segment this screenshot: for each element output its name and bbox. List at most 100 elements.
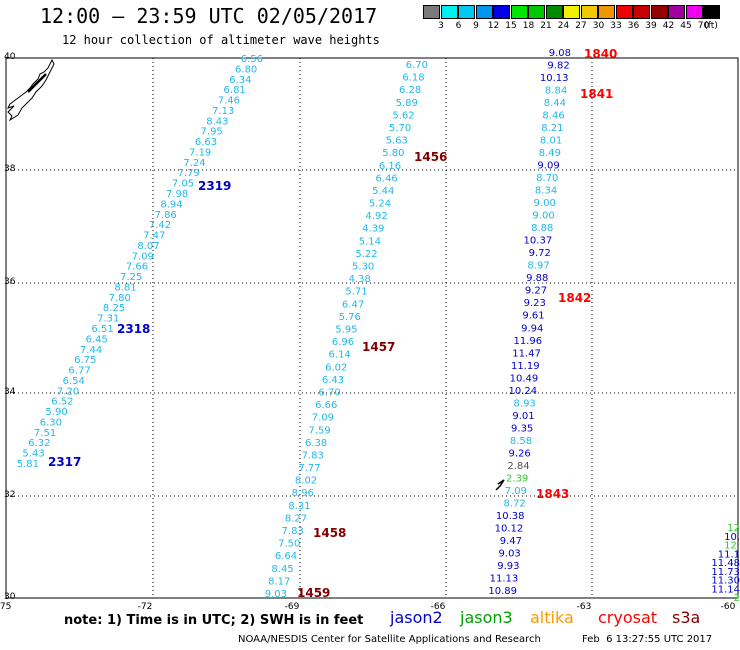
map-title: 12:00 – 23:59 UTC 02/05/2017 xyxy=(40,4,378,28)
wave-height-value: 9.72 xyxy=(529,248,551,259)
color-scale-label: 21 xyxy=(540,21,552,31)
wave-height-value: 9.82 xyxy=(547,61,569,72)
pass-time-label: 1459 xyxy=(297,586,330,600)
wave-height-value: 6.02 xyxy=(325,362,347,373)
wave-height-value: 6.66 xyxy=(315,400,337,411)
latitude-label: 32 xyxy=(4,490,15,500)
wave-height-value: 8.43 xyxy=(206,116,228,127)
wave-height-value: 8.34 xyxy=(535,186,557,197)
pass-time-label: 1842 xyxy=(558,291,591,305)
color-swatch xyxy=(668,5,685,19)
wave-height-value: 8.94 xyxy=(160,199,182,210)
wave-height-value: 7.79 xyxy=(178,168,200,179)
wave-height-value: 12. xyxy=(724,541,740,552)
color-scale-label: 12 xyxy=(487,21,500,31)
wave-height-value: 6.34 xyxy=(229,75,251,86)
wave-height-value: 6.51 xyxy=(91,324,113,335)
wave-height-value: 6.70 xyxy=(318,388,340,399)
wave-height-value: 7.44 xyxy=(80,345,102,356)
wave-height-value: 8.25 xyxy=(103,303,125,314)
wave-height-value: 6.16 xyxy=(379,161,401,172)
map-grid xyxy=(5,57,739,599)
wave-height-value: 10.24 xyxy=(508,386,537,397)
wave-height-value: 7.83 xyxy=(302,451,324,462)
wave-height-value: 7.24 xyxy=(183,158,205,169)
color-swatch xyxy=(563,5,580,19)
wave-height-value: 9.00 xyxy=(534,198,556,209)
wave-height-value: 7.77 xyxy=(298,463,320,474)
wave-height-value: 2.84 xyxy=(507,461,529,472)
wave-height-value: 7.59 xyxy=(308,425,330,436)
wave-height-value: 4.38 xyxy=(349,274,371,285)
longitude-label: -75 xyxy=(0,602,11,612)
color-swatch xyxy=(528,5,545,19)
pass-time-label: 1841 xyxy=(580,87,613,101)
color-swatch xyxy=(685,5,703,19)
wave-height-value: 10. xyxy=(724,532,740,543)
wave-height-value: 6.43 xyxy=(322,375,344,386)
longitude-label: -69 xyxy=(285,602,300,612)
wave-height-value: 6.77 xyxy=(68,366,90,377)
altimeter-tracks: 6.566.806.346.817.467.138.437.956.637.19… xyxy=(17,48,740,604)
wave-height-value: 7.05 xyxy=(172,179,194,190)
wave-height-value: 6.70 xyxy=(406,60,428,71)
color-scale-label: 30 xyxy=(592,21,605,31)
wave-height-value: 11.19 xyxy=(511,361,540,372)
wave-height-value: 5.62 xyxy=(392,110,414,121)
wave-height-value: 9.00 xyxy=(532,211,554,222)
wave-height-value: 6.30 xyxy=(40,418,62,429)
wave-height-value: 11.13 xyxy=(490,574,519,585)
latitude-label: 34 xyxy=(4,387,16,397)
color-swatch xyxy=(458,5,475,19)
wave-height-value: 7.83 xyxy=(282,526,304,537)
wave-height-value: 8.01 xyxy=(540,136,562,147)
wave-height-value: 8.07 xyxy=(137,241,159,252)
wave-height-value: 5.14 xyxy=(359,236,381,247)
wave-height-value: 7.09 xyxy=(312,413,334,424)
wave-height-value: 5.90 xyxy=(45,407,67,418)
color-swatch xyxy=(615,5,633,19)
wave-height-value: 9.27 xyxy=(525,286,547,297)
wave-height-value: 9.94 xyxy=(521,323,543,334)
wave-height-value: 10.38 xyxy=(496,511,525,522)
color-swatch xyxy=(493,5,510,19)
wave-height-value: 11.1 xyxy=(718,549,740,560)
wave-height-value: 5.30 xyxy=(352,262,374,273)
wave-height-value: 7.51 xyxy=(34,428,56,439)
wave-height-value: 11.14 xyxy=(711,584,740,595)
wave-height-value: 6.52 xyxy=(51,397,73,408)
color-swatch xyxy=(650,5,668,19)
pass-time-label: 1843 xyxy=(536,487,569,501)
wave-height-value: 7.31 xyxy=(97,314,119,325)
wave-height-value: 6.45 xyxy=(86,334,108,345)
wave-height-value: 7.20 xyxy=(57,386,79,397)
pass-time-label: 2317 xyxy=(48,455,81,469)
wave-height-value: 8.72 xyxy=(504,498,526,509)
color-scale-label: 18 xyxy=(522,21,535,31)
wave-height-value: 8.49 xyxy=(539,148,561,159)
pass-time-label: 1458 xyxy=(313,526,346,540)
wave-height-value: 7.09 xyxy=(505,486,527,497)
wave-height-value: 7.98 xyxy=(166,189,188,200)
wave-height-value: 9.93 xyxy=(497,561,519,572)
wave-height-value: 7.25 xyxy=(120,272,142,283)
wave-height-value: 8.97 xyxy=(527,261,549,272)
wave-height-value: 10.13 xyxy=(540,73,569,84)
map-subtitle: 12 hour collection of altimeter wave hei… xyxy=(62,33,380,47)
wave-height-value: 8.84 xyxy=(545,86,567,97)
color-scale-label: 27 xyxy=(575,21,587,31)
wave-height-value: 8.44 xyxy=(544,98,566,109)
wave-height-value: 7.19 xyxy=(189,148,211,159)
color-scale-label: 42 xyxy=(662,21,675,31)
wave-height-value: 4.92 xyxy=(365,211,387,222)
wave-height-value: 7.95 xyxy=(201,127,223,138)
color-scale-label: 36 xyxy=(627,21,640,31)
wave-height-value: 5.71 xyxy=(345,287,367,298)
wave-height-value: 6.32 xyxy=(28,438,50,449)
wave-height-value: 8.88 xyxy=(531,223,553,234)
wave-height-value: 8.21 xyxy=(541,123,563,134)
wave-height-value: 6.18 xyxy=(402,73,424,84)
wave-height-value: 8.58 xyxy=(510,436,532,447)
color-scale-label: 15 xyxy=(505,21,517,31)
